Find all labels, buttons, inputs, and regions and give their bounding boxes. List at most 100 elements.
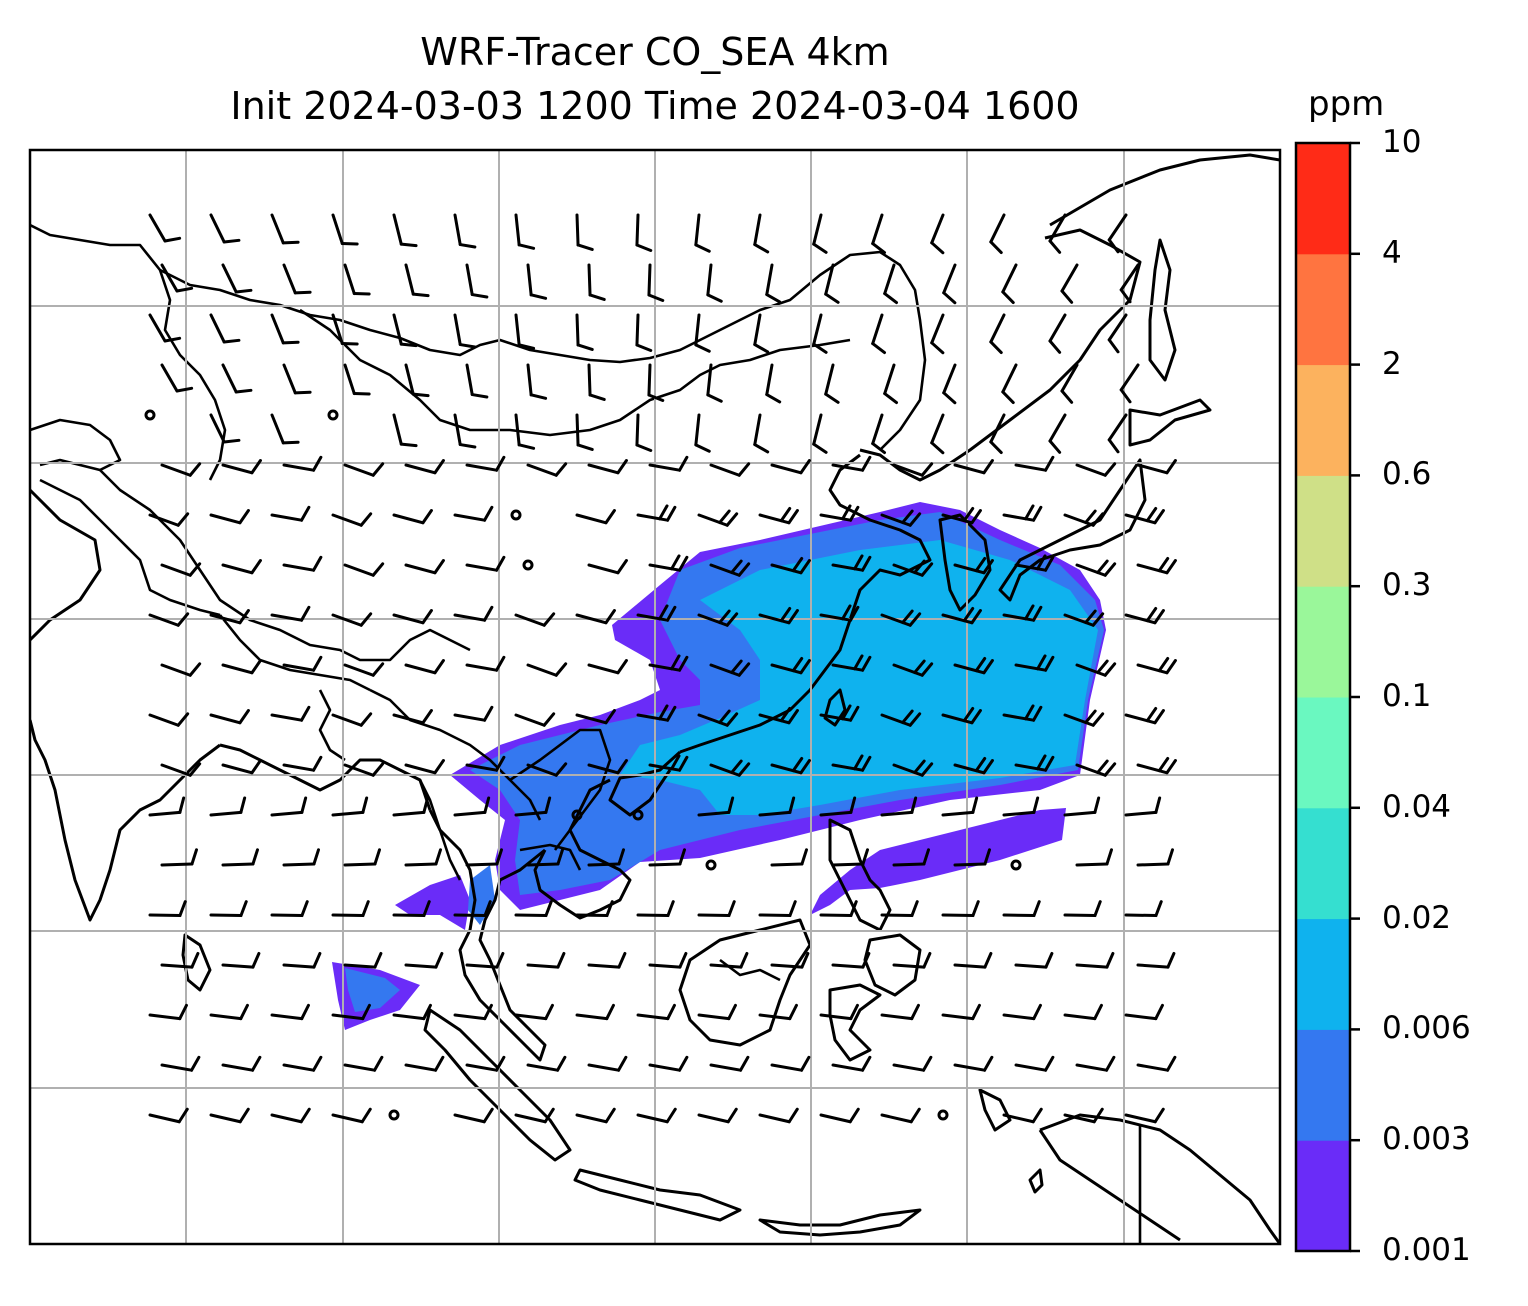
wind-barb (709, 659, 751, 677)
wind-barb (1063, 1107, 1104, 1124)
wind-barb (819, 504, 860, 522)
wind-barb (209, 313, 241, 344)
wind-barb (694, 313, 711, 353)
wind-barb (1014, 654, 1055, 672)
wind-barb (270, 796, 308, 817)
wind-barb (526, 462, 568, 477)
wind-barb (331, 313, 359, 346)
wind-barb (465, 455, 506, 472)
wind-barb (770, 459, 811, 475)
wind-barb (331, 612, 373, 627)
coast-hainan (608, 750, 682, 817)
wind-barb (526, 1055, 567, 1072)
wind-barb (270, 605, 311, 622)
wind-barb (942, 363, 957, 405)
wind-barb (148, 712, 190, 727)
wind-barb (770, 556, 811, 575)
wind-barb (343, 263, 371, 296)
wind-barb (404, 559, 445, 575)
coast-sulawesi (828, 983, 882, 1062)
wind-barb (697, 1003, 737, 1021)
wind-barb (758, 706, 799, 725)
wind-barb (753, 413, 770, 454)
wind-barb (221, 1055, 262, 1072)
colorbar-tick-label: 0.02 (1382, 899, 1452, 936)
wind-barb (1124, 506, 1165, 525)
wind-barb (514, 213, 536, 250)
wind-barb (160, 363, 194, 393)
wind-barb (343, 363, 371, 396)
wind-barb (831, 455, 872, 472)
wind-barb (1001, 363, 1018, 405)
wind-barb (1136, 848, 1174, 867)
coast-india-west (30, 488, 102, 642)
map-frame (28, 148, 1282, 1246)
wind-barb (453, 505, 494, 522)
wind-barb (636, 704, 677, 722)
wind-barb (930, 413, 945, 455)
wind-barb (1060, 363, 1079, 404)
wind-barb (1063, 509, 1105, 527)
wind-barb (709, 951, 749, 969)
wind-barb (812, 413, 828, 454)
wind-barb (221, 951, 261, 969)
wind-barb (1014, 1055, 1055, 1072)
wind-barb (941, 606, 982, 625)
colorbar-segment (1296, 807, 1350, 920)
wind-barb (892, 559, 934, 577)
coast-siberia-okhotsk (859, 228, 1142, 482)
wind-barb (575, 313, 594, 351)
map-title-line-1: WRF-Tracer CO_SEA 4km (420, 30, 890, 74)
wind-barb (465, 363, 489, 399)
wind-barb (648, 951, 688, 969)
wind-barb (1075, 659, 1117, 677)
wind-barb (453, 900, 492, 918)
wind-barb (1002, 704, 1043, 722)
coast-new-guinea-south (1038, 1129, 1181, 1242)
wind-barb (770, 756, 811, 775)
wind-barb (871, 313, 886, 355)
border-myanmar-china (369, 688, 542, 821)
wind-barb (514, 313, 536, 350)
wind-barb (819, 1003, 859, 1021)
wind-barb (1107, 213, 1128, 254)
wind-barb (1002, 604, 1043, 622)
wind-barb (706, 363, 723, 403)
wind-barb (282, 655, 323, 672)
wind-barb (465, 848, 503, 867)
wind-barb (694, 413, 711, 453)
wind-barb (282, 951, 322, 969)
wind-barb (819, 900, 858, 918)
coast-kamchatka (1049, 153, 1280, 227)
wind-barb (148, 213, 182, 243)
calm-wind-marker (522, 559, 534, 571)
wind-barb (635, 413, 653, 452)
wind-barb (770, 848, 808, 867)
wind-barb (758, 506, 799, 525)
wind-barb (160, 263, 194, 293)
wind-barb (282, 363, 312, 395)
wind-barb (575, 413, 594, 451)
wind-barb (1063, 900, 1102, 918)
map-title-line-2: Init 2024-03-03 1200 Time 2024-03-04 160… (230, 84, 1080, 128)
border-bangladesh (318, 689, 346, 762)
wind-barb (941, 706, 982, 725)
border-nepal-bhutan (218, 614, 371, 692)
wind-barb (953, 848, 991, 867)
wind-barb (587, 263, 606, 301)
wind-barb (209, 609, 250, 625)
colorbar-segment (1296, 143, 1350, 255)
coast-sri-lanka (181, 933, 212, 992)
wind-barb (1002, 1003, 1042, 1021)
wind-barb (526, 263, 548, 300)
wind-barb (1014, 951, 1054, 969)
wind-barb (1136, 951, 1176, 969)
wind-barb (758, 796, 796, 817)
wind-barb (831, 754, 872, 772)
border-central-asia (30, 418, 122, 472)
wind-barb (953, 1055, 994, 1072)
wind-barb (880, 509, 922, 527)
wind-barb (648, 1055, 689, 1072)
wind-barb (1075, 848, 1113, 867)
